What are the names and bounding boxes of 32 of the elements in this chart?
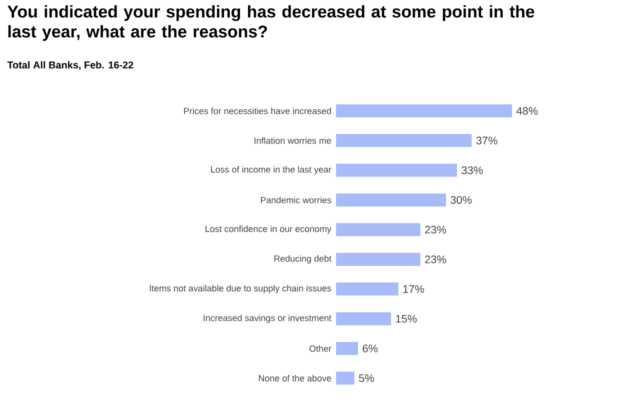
y-tick-label: Items not available due to supply chain issues	[150, 284, 332, 294]
y-tick-label: Increased savings or investment	[204, 314, 332, 323]
bar	[336, 134, 472, 148]
data-label: 48%	[516, 106, 538, 115]
text: Total All Banks, Feb. 16-22	[7, 61, 134, 70]
y-tick-label: Loss of income in the last year	[211, 166, 332, 174]
bar	[336, 312, 392, 326]
bar	[336, 193, 446, 206]
data-label: 23%	[425, 226, 446, 234]
data-label: 15%	[396, 314, 417, 323]
data-label: 6%	[362, 344, 378, 352]
data-label: 33%	[462, 166, 483, 174]
y-tick-label: Reducing debt	[274, 255, 332, 264]
y-tick-label: Inflation worries me	[254, 137, 332, 144]
bar	[336, 104, 512, 118]
y-tick-label: None of the above	[258, 374, 332, 382]
y-tick-label: Pandemic worries	[260, 196, 332, 204]
data-label: 23%	[425, 255, 446, 264]
bar	[336, 282, 398, 296]
data-label: 17%	[403, 285, 424, 293]
bar	[336, 164, 458, 177]
bar	[336, 372, 354, 385]
data-label: 5%	[358, 374, 374, 382]
chart-title: You indicated your spending has decreased at some point in the last year, what are the reasons?	[7, 5, 534, 41]
data-label: 37%	[476, 136, 498, 144]
bar	[336, 252, 420, 266]
bar	[336, 223, 420, 236]
y-tick-label: Other	[309, 345, 332, 352]
y-tick-label: Lost confidence in our economy	[206, 225, 332, 234]
data-label: 30%	[450, 196, 472, 204]
y-tick-label: Prices for necessities have increased	[184, 108, 331, 114]
bar	[336, 342, 358, 355]
